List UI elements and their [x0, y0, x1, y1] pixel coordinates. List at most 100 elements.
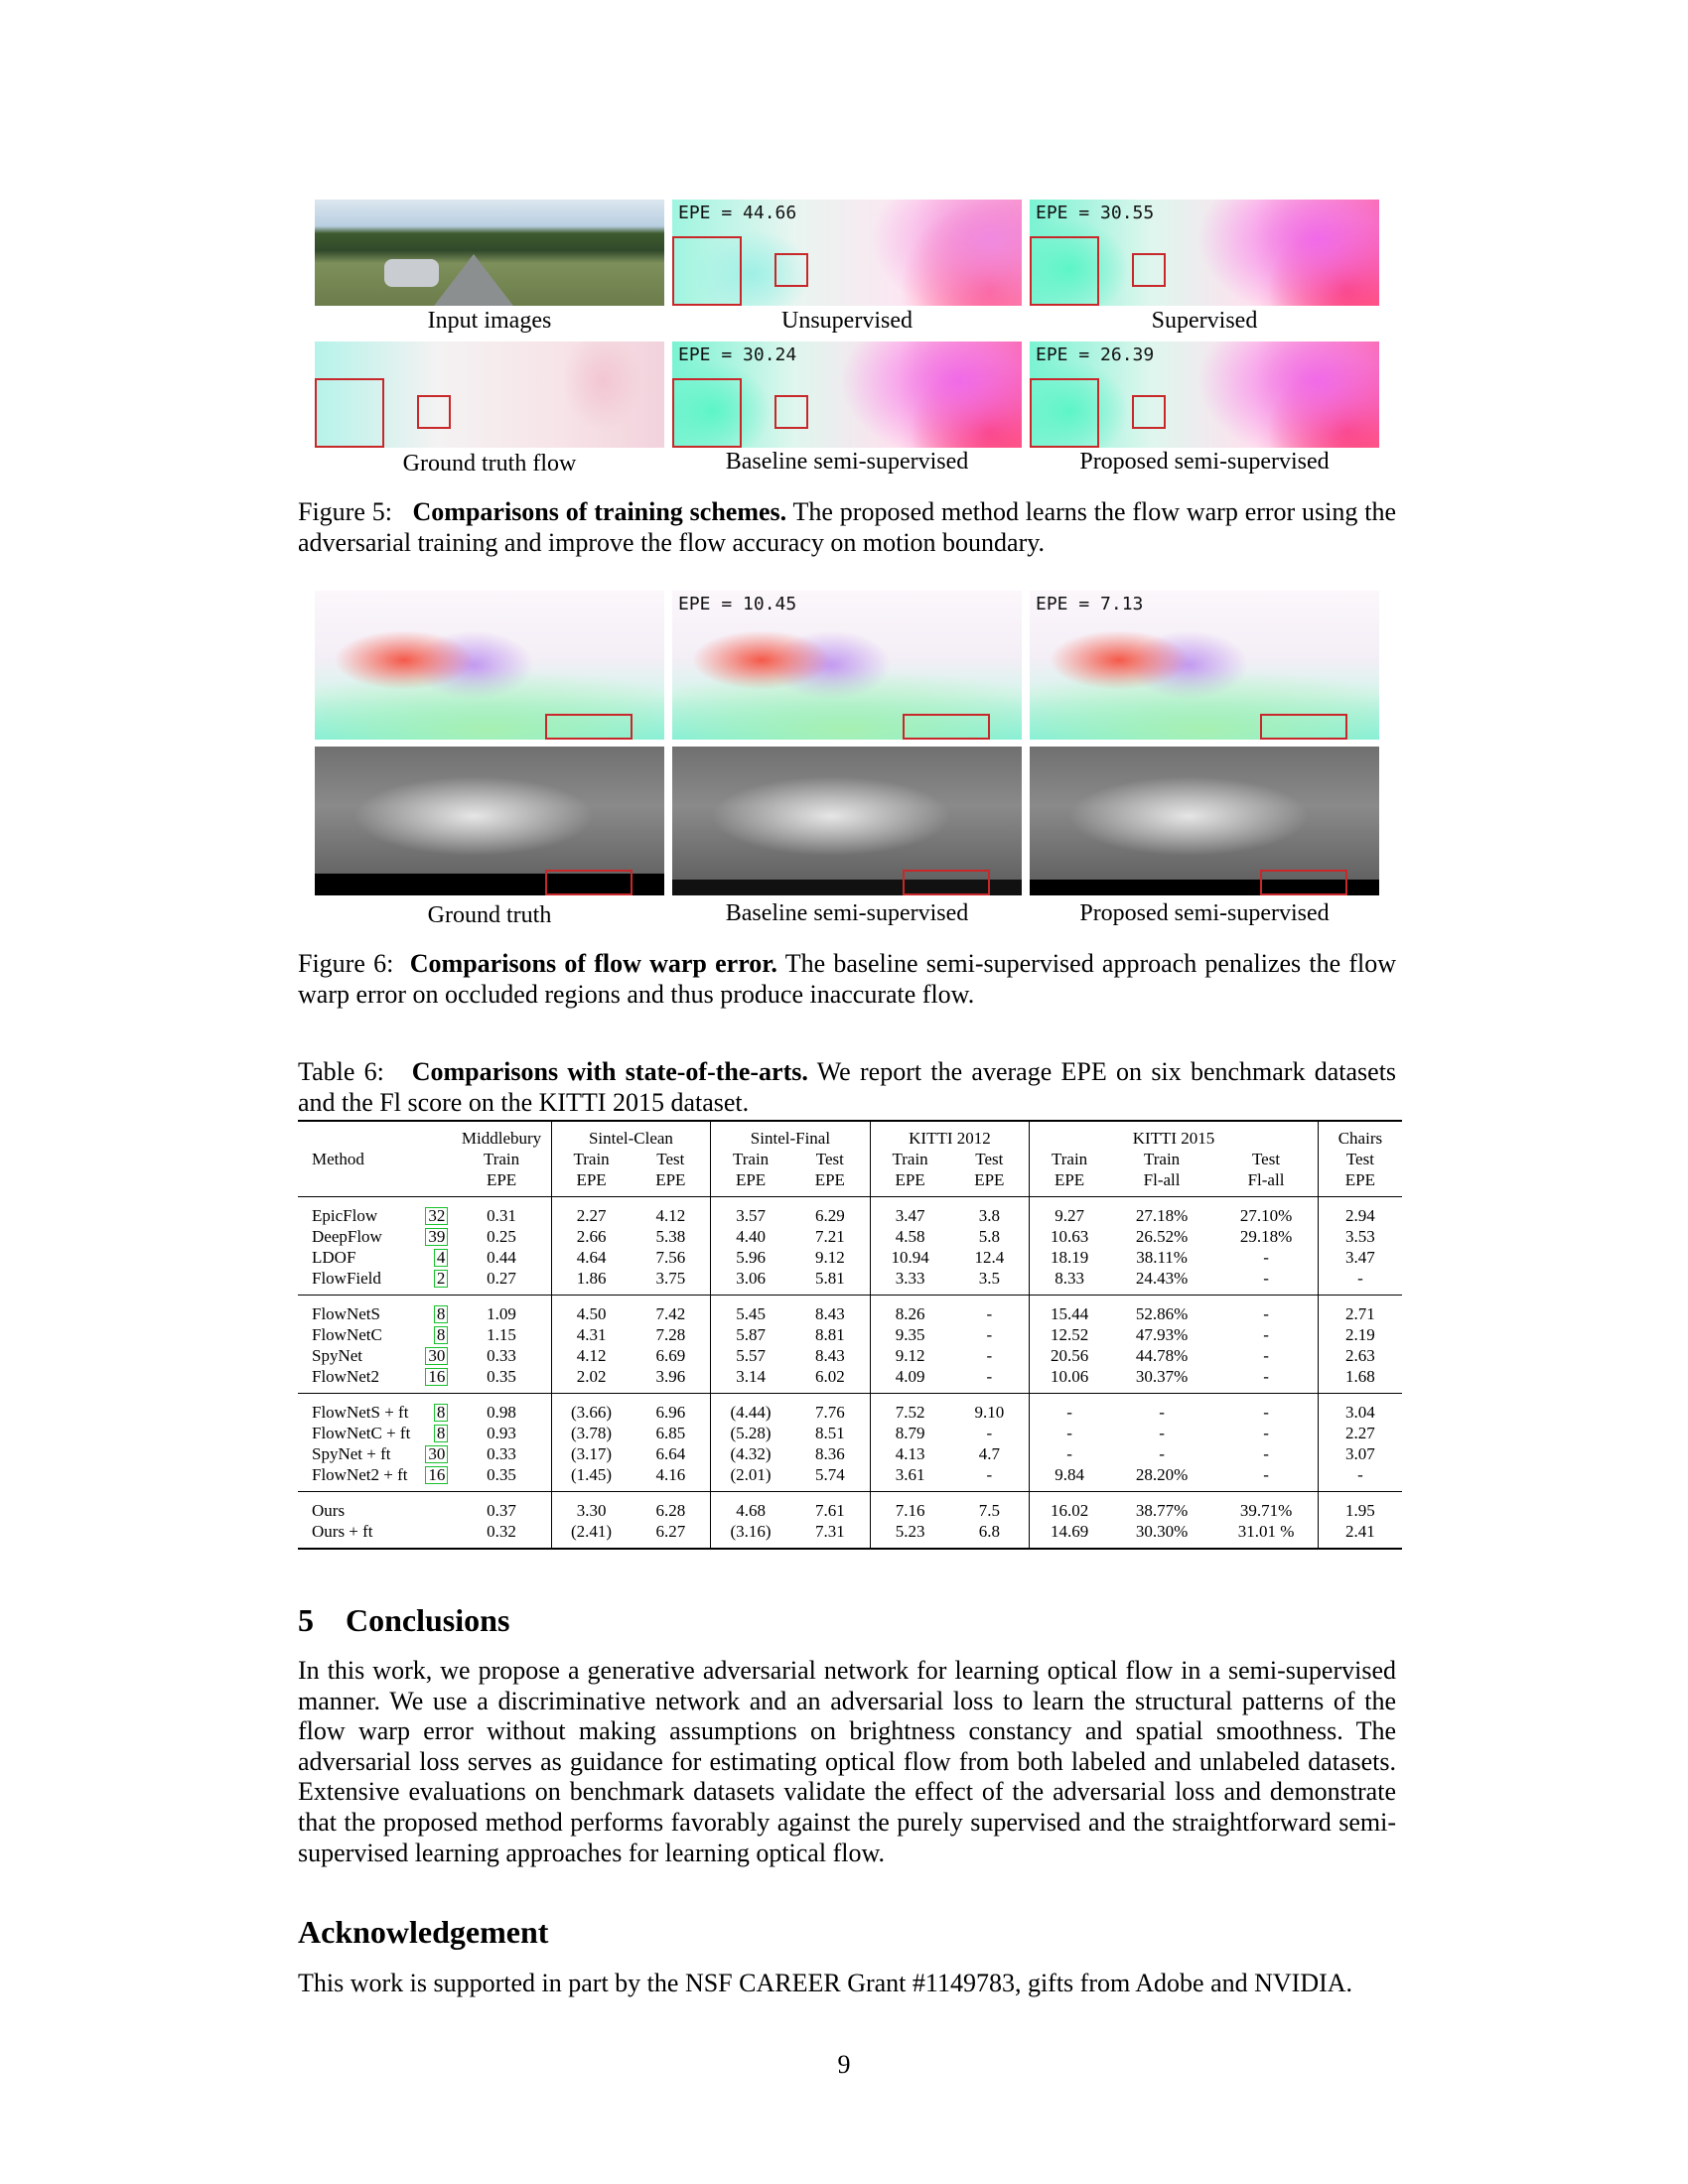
- table-cell: 0.44: [452, 1247, 552, 1268]
- figure-text: The proposed method learns the flow warp…: [298, 497, 1397, 557]
- table-cell: 3.33: [870, 1268, 950, 1296]
- citation-link[interactable]: 16: [425, 1466, 449, 1484]
- results-table: Middlebury Sintel-Clean Sintel-Final KITTI …: [298, 1120, 1402, 1550]
- citation-link[interactable]: 8: [433, 1305, 449, 1323]
- acknowledgement-heading: Acknowledgement: [298, 1914, 549, 1950]
- table-cell: 2.63: [1345, 1346, 1375, 1365]
- section-number: 5: [298, 1602, 314, 1638]
- table-cell: -: [1214, 1324, 1319, 1345]
- table-cell: (2.41): [551, 1521, 632, 1550]
- results-table-wrapper: Middlebury Sintel-Clean Sintel-Final KITTI …: [298, 1120, 1402, 1550]
- citation-link[interactable]: 8: [433, 1326, 449, 1344]
- header-metric: EPE: [631, 1169, 712, 1197]
- citation-link[interactable]: 32: [425, 1207, 449, 1225]
- zoom-box-large: [1030, 236, 1099, 306]
- table-cell: (4.32): [730, 1444, 772, 1463]
- zoom-box-small: [1132, 253, 1166, 287]
- table-cell: 6.85: [631, 1423, 712, 1443]
- table-cell: (3.66): [571, 1403, 613, 1422]
- table-cell: -: [1214, 1393, 1319, 1423]
- table-cell: 10.06: [1029, 1366, 1109, 1394]
- table-cell: 7.31: [789, 1521, 871, 1550]
- table-row: Ours 0.37 3.30 6.28 4.68 7.61 7.16 7.5 16.02 38.7…: [298, 1491, 1402, 1521]
- table-cell: 7.16: [895, 1501, 925, 1520]
- table-title: Comparisons with state-of-the-arts.: [411, 1057, 808, 1086]
- header-metric-row: EPE EPE EPE EPE EPE EPE EPE EPE Fl-all Fl-all EPE: [298, 1169, 1402, 1197]
- table-cell: -: [949, 1345, 1031, 1366]
- header-sub: Test: [631, 1149, 712, 1169]
- table-cell: 3.06: [710, 1268, 790, 1296]
- table-cell: 7.61: [789, 1491, 871, 1521]
- table-cell: -: [1214, 1295, 1319, 1324]
- figure-6-caption: Figure 6: Comparisons of flow warp error…: [298, 948, 1396, 1010]
- table-cell: -: [1066, 1444, 1072, 1463]
- table-cell: 3.61: [870, 1464, 950, 1492]
- citation-link[interactable]: 16: [425, 1368, 449, 1386]
- table-cell: 30.30%: [1108, 1521, 1215, 1550]
- method-name: FlowNetC: [312, 1325, 382, 1344]
- table-cell: (5.28): [730, 1424, 772, 1442]
- header-sub: Train: [1051, 1150, 1088, 1168]
- citation-cell: 8: [420, 1324, 453, 1345]
- caption-baseline-6: Baseline semi-supervised: [725, 900, 969, 926]
- zoom-box-large: [1030, 378, 1099, 448]
- table-cell: 7.42: [631, 1295, 712, 1324]
- table-cell: 0.93: [452, 1423, 552, 1443]
- header-sub: Train: [892, 1150, 928, 1168]
- table-cell: 7.56: [631, 1247, 712, 1268]
- header-sub: Test: [789, 1149, 871, 1169]
- table-cell: 14.69: [1029, 1521, 1109, 1550]
- table-cell: (3.16): [710, 1521, 790, 1550]
- table-row: EpicFlow 32 0.31 2.27 4.12 3.57 6.29 3.47 3.8 9.2…: [298, 1196, 1402, 1227]
- citation-link[interactable]: 8: [433, 1404, 449, 1422]
- method-name: SpyNet + ft: [312, 1444, 391, 1463]
- header-sub: Test: [1345, 1150, 1374, 1168]
- header-group-row: Middlebury Sintel-Clean Sintel-Final KITTI …: [298, 1120, 1402, 1149]
- figure-text: The baseline semi-supervised approach pe…: [298, 949, 1397, 1009]
- table-cell: 0.25: [452, 1226, 552, 1247]
- supervised-flow-panel: EPE = 30.55: [1030, 200, 1379, 306]
- citation-link[interactable]: 39: [425, 1228, 449, 1246]
- table-cell: 12.4: [949, 1247, 1031, 1268]
- citation-link[interactable]: 8: [433, 1425, 449, 1442]
- table-cell: 3.96: [631, 1366, 712, 1394]
- table-cell: 29.18%: [1214, 1226, 1319, 1247]
- table-cell: 7.28: [631, 1324, 712, 1345]
- zoom-box-small: [1132, 395, 1166, 429]
- method-name: DeepFlow: [312, 1227, 382, 1246]
- citation-link[interactable]: 30: [425, 1445, 449, 1463]
- citation-link[interactable]: 30: [425, 1347, 449, 1365]
- caption-baseline: Baseline semi-supervised: [725, 449, 969, 475]
- table-cell: 9.35: [895, 1325, 925, 1344]
- table-cell: 8.43: [789, 1345, 871, 1366]
- citation-cell: 32: [420, 1197, 453, 1227]
- header-method: Method: [312, 1150, 364, 1168]
- table-cell: 2.94: [1345, 1206, 1375, 1225]
- table-cell: -: [949, 1324, 1031, 1345]
- table-cell: 18.19: [1050, 1248, 1089, 1267]
- table-cell: 38.11%: [1136, 1248, 1188, 1267]
- table-cell: 3.07: [1345, 1444, 1375, 1463]
- header-metric: EPE: [789, 1169, 871, 1197]
- table-cell: 2.19: [1345, 1325, 1375, 1344]
- epe-label: EPE = 10.45: [678, 594, 797, 614]
- input-image-panel: [315, 200, 664, 306]
- caption-input-images: Input images: [427, 308, 552, 334]
- table-row: FlowNetC 8 1.15 4.31 7.28 5.87 8.81 9.35-12.52 4…: [298, 1324, 1402, 1345]
- table-cell: 6.28: [631, 1491, 712, 1521]
- table-cell: 3.47: [1345, 1248, 1375, 1267]
- table-cell: 4.13: [895, 1444, 925, 1463]
- header-group: KITTI 2015: [1029, 1120, 1319, 1149]
- citation-link[interactable]: 4: [433, 1249, 449, 1267]
- epe-label: EPE = 26.39: [1036, 344, 1155, 365]
- table-cell: -: [949, 1366, 1031, 1394]
- table-cell: 3.47: [895, 1206, 925, 1225]
- table-cell: 4.50: [576, 1304, 607, 1323]
- table-cell: -: [1214, 1247, 1319, 1268]
- table-cell: 0.37: [452, 1491, 552, 1521]
- citation-cell: 8: [420, 1394, 453, 1424]
- table-cell: 0.35: [452, 1366, 552, 1394]
- table-row: DeepFlow 39 0.25 2.66 5.38 4.40 7.21 4.58 5.8 10.…: [298, 1226, 1402, 1247]
- table-cell: 5.81: [789, 1268, 871, 1296]
- citation-link[interactable]: 2: [433, 1270, 449, 1288]
